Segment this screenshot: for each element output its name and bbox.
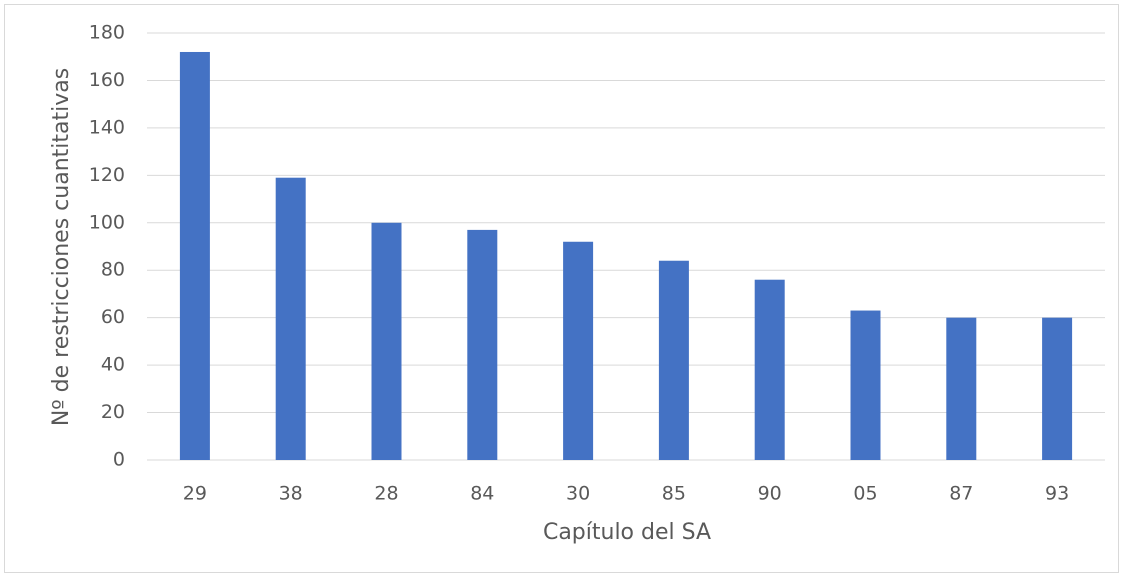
bar bbox=[946, 317, 977, 460]
x-tick-label: 30 bbox=[566, 483, 590, 505]
x-tick-label: 90 bbox=[758, 483, 782, 505]
y-tick-label: 160 bbox=[89, 69, 125, 91]
x-axis-title: Capítulo del SA bbox=[543, 520, 711, 545]
y-tick-label: 80 bbox=[101, 259, 125, 281]
x-tick-label: 93 bbox=[1045, 483, 1069, 505]
bar bbox=[179, 51, 210, 460]
y-tick-label: 40 bbox=[101, 354, 125, 376]
bar bbox=[1042, 317, 1073, 460]
y-axis-title: Nº de restricciones cuantitativas bbox=[49, 68, 74, 426]
bar bbox=[563, 241, 594, 460]
y-tick-label: 140 bbox=[89, 116, 125, 138]
x-tick-label: 84 bbox=[470, 483, 494, 505]
y-tick-label: 20 bbox=[101, 401, 125, 423]
y-tick-label: 0 bbox=[113, 449, 125, 471]
y-tick-label: 100 bbox=[89, 211, 125, 233]
y-tick-label: 120 bbox=[89, 164, 125, 186]
x-tick-label: 38 bbox=[279, 483, 303, 505]
y-tick-label: 180 bbox=[89, 22, 125, 44]
bar bbox=[275, 177, 306, 460]
x-tick-label: 87 bbox=[949, 483, 973, 505]
x-tick-label: 28 bbox=[374, 483, 398, 505]
x-tick-label: 85 bbox=[662, 483, 686, 505]
bar bbox=[754, 279, 785, 460]
x-tick-label: 05 bbox=[853, 483, 877, 505]
bar bbox=[658, 260, 689, 460]
bar bbox=[467, 229, 498, 460]
x-tick-label: 29 bbox=[183, 483, 207, 505]
bar bbox=[371, 222, 402, 460]
y-tick-label: 60 bbox=[101, 306, 125, 328]
bar bbox=[850, 310, 881, 460]
